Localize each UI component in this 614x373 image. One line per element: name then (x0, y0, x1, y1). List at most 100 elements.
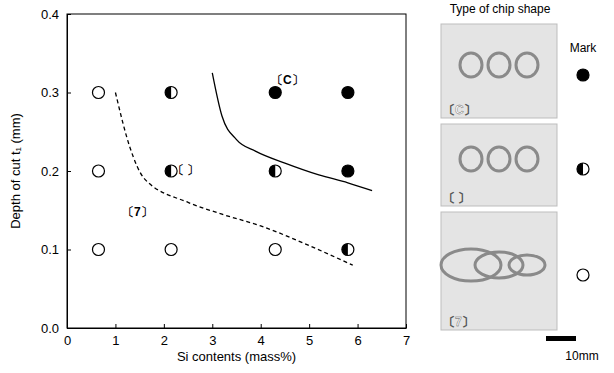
tick: 0.0 (41, 321, 71, 336)
marker-body (92, 87, 104, 99)
tick: 2 (161, 324, 168, 348)
chip-photo (441, 212, 557, 330)
tick: 4 (258, 324, 265, 348)
tick: 0.1 (41, 242, 71, 257)
legend-label: 〔C〕 (443, 103, 476, 117)
marker-body (342, 165, 354, 177)
tick-label: 0.2 (41, 164, 59, 179)
tick-label: 6 (354, 333, 361, 348)
point (342, 244, 354, 256)
x-axis-title: Si contents (mass%) (177, 349, 296, 364)
marker-body (269, 244, 281, 256)
chip-shape (516, 53, 538, 77)
annotation: 〔 〕 (172, 163, 199, 177)
marker-half (269, 165, 275, 177)
chart: 0 1 2 3 4 5 6 7 0.0 0.1 0.2 0.3 0.4 Si contents (mass… (0, 0, 614, 373)
tick-label: 1 (112, 333, 119, 348)
tick-label: 2 (161, 333, 168, 348)
marker-body (269, 87, 281, 99)
curve (115, 93, 352, 266)
chip-shape (460, 53, 482, 77)
point (269, 165, 281, 177)
tick-mark (115, 324, 116, 328)
tick-label: 4 (258, 333, 265, 348)
marker-half (577, 163, 583, 175)
tick: 1 (112, 324, 119, 348)
marker-half (165, 165, 171, 177)
point (342, 87, 354, 99)
scale-bar (546, 336, 576, 341)
tick: 7 (403, 324, 410, 348)
tick-label: 0.1 (41, 242, 59, 257)
tick-mark (358, 324, 359, 328)
tick-mark (67, 171, 71, 172)
tick-label: 3 (209, 333, 216, 348)
point (165, 87, 177, 99)
legend-item: 〔7〕 (441, 212, 589, 330)
annotation: 〔7〕 (122, 205, 153, 219)
chip-shape (516, 147, 538, 171)
legend-marker (577, 163, 589, 175)
tick-mark (309, 324, 310, 328)
tick-mark (406, 324, 407, 328)
tick-mark (261, 324, 262, 328)
y-axis-title: Depth of cut t₁ (mm) (8, 113, 23, 229)
legend-mark-title: Mark (570, 41, 598, 55)
chip-photo (441, 24, 557, 118)
chip-shape (460, 147, 482, 171)
point (92, 244, 104, 256)
curve (212, 73, 372, 191)
chip-shape (488, 53, 510, 77)
marker-body (269, 165, 281, 177)
tick-mark (164, 324, 165, 328)
annotation: 〔C〕 (271, 73, 304, 87)
marker-half (342, 244, 348, 256)
axis-line (68, 328, 407, 329)
scale-label: 10mm (565, 349, 598, 363)
tick: 0.3 (41, 85, 71, 100)
chip-shape (488, 147, 510, 171)
marker-body (342, 87, 354, 99)
tick-mark (67, 14, 71, 15)
tick-label: 0.3 (41, 85, 59, 100)
tick: 0.4 (41, 7, 71, 22)
tick-label: 5 (306, 333, 313, 348)
marker-body (577, 163, 589, 175)
point (342, 165, 354, 177)
y-axis: 0.0 0.1 0.2 0.3 0.4 (41, 7, 71, 336)
legend-title: Type of chip shape (450, 2, 551, 16)
legend-label: 〔7〕 (443, 315, 474, 329)
marker-body (92, 244, 104, 256)
chip-photo (441, 124, 557, 206)
tick-label: 0.0 (41, 321, 59, 336)
marker-body (165, 87, 177, 99)
tick-mark (212, 324, 213, 328)
marker-body (577, 69, 589, 81)
legend-marker (577, 269, 589, 281)
point (165, 244, 177, 256)
legend-item: 〔 〕 (441, 124, 589, 206)
marker-body (342, 244, 354, 256)
marker-half (165, 87, 171, 99)
plot-area (92, 73, 372, 265)
legend-label: 〔 〕 (443, 191, 470, 205)
point (92, 165, 104, 177)
marker-body (165, 244, 177, 256)
x-axis: 0 1 2 3 4 5 6 7 (64, 324, 410, 348)
tick-label: 0.4 (41, 7, 59, 22)
point (269, 244, 281, 256)
tick-mark (67, 250, 71, 251)
point (269, 87, 281, 99)
tick: 5 (306, 324, 313, 348)
chip-shape (509, 255, 545, 275)
tick-mark (67, 93, 71, 94)
legend-marker (577, 69, 589, 81)
tick: 6 (354, 324, 361, 348)
point (92, 87, 104, 99)
tick-label: 0 (64, 333, 71, 348)
marker-body (577, 269, 589, 281)
tick: 0.2 (41, 164, 71, 179)
tick: 3 (209, 324, 216, 348)
tick-mark (67, 328, 71, 329)
marker-body (92, 165, 104, 177)
